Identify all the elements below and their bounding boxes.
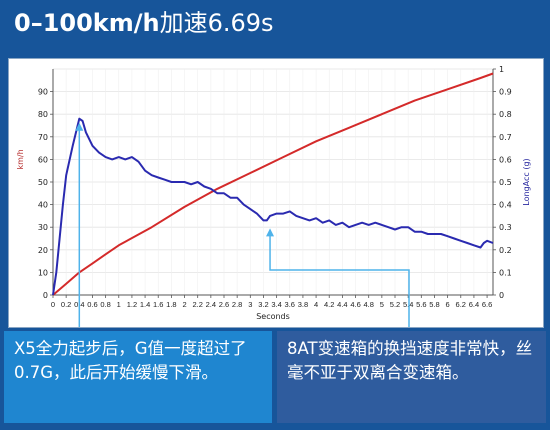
x-tick-label: 1.8 (166, 300, 176, 309)
x-tick-label: 2 (182, 300, 186, 309)
x-tick-label: 3 (248, 300, 252, 309)
right-tick-label: 0.6 (499, 155, 512, 164)
right-tick-label: 0.1 (499, 268, 512, 277)
right-axis-title: LongAcc (g) (522, 158, 531, 205)
right-tick-label: 0.4 (499, 201, 512, 210)
left-annotation-text: X5全力起步后，G值一度超过了0.7G，此后开始缓慢下滑。 (14, 339, 247, 382)
speed-series-line (52, 72, 494, 296)
right-callout-line (269, 230, 410, 327)
right-tick-label: 0.2 (499, 246, 512, 255)
right-tick-label: 0.9 (499, 88, 512, 97)
left-tick-label: 40 (38, 201, 48, 210)
x-tick-label: 6.2 (456, 300, 466, 309)
x-tick-label: 1.2 (127, 300, 137, 309)
x-tick-label: 3.6 (285, 300, 295, 309)
x-tick-label: 5.2 (390, 300, 400, 309)
x-tick-label: 5.8 (429, 300, 439, 309)
left-tick-label: 70 (38, 133, 48, 142)
right-tick-label: 1 (499, 65, 504, 74)
left-tick-label: 50 (38, 178, 48, 187)
x-tick-label: 0 (51, 300, 55, 309)
left-tick-label: 0 (43, 291, 48, 300)
title-metric: 0–100km/h (14, 9, 160, 37)
longacc-series-line (52, 117, 494, 296)
x-tick-label: 1.6 (153, 300, 163, 309)
x-tick-label: 4 (314, 300, 318, 309)
x-tick-label: 0.2 (61, 300, 71, 309)
left-tick-label: 10 (38, 268, 48, 277)
x-tick-label: 0.8 (100, 300, 110, 309)
x-tick-label: 4.6 (350, 300, 360, 309)
x-tick-label: 6.4 (469, 300, 479, 309)
right-annotation-box: 8AT变速箱的换挡速度非常快，丝毫不亚于双离合变速箱。 (277, 331, 546, 423)
acceleration-chart: 010203040506070809000.10.20.30.40.50.60.… (16, 65, 531, 327)
x-tick-label: 4.2 (324, 300, 334, 309)
page-title: 0–100km/h加速6.69s (14, 6, 274, 40)
x-tick-label: 3.2 (258, 300, 268, 309)
x-tick-label: 2.4 (206, 300, 216, 309)
right-tick-label: 0 (499, 291, 504, 300)
title-suffix: 加速6.69s (159, 9, 274, 37)
left-tick-label: 30 (38, 223, 48, 232)
x-tick-label: 1.4 (140, 300, 150, 309)
x-tick-label: 2.6 (219, 300, 229, 309)
left-callout-arrow (75, 122, 84, 131)
right-tick-label: 0.5 (499, 178, 512, 187)
chart-panel: 0 10 20 30 40 50 60 70 80 90 0 0.1 0.2 0.3 0.4 0.5 0.6 0.… (8, 58, 544, 328)
right-annotation-text: 8AT变速箱的换挡速度非常快，丝毫不亚于双离合变速箱。 (287, 339, 533, 382)
x-tick-label: 2.8 (232, 300, 242, 309)
left-tick-label: 80 (38, 110, 48, 119)
x-tick-label: 4.4 (337, 300, 347, 309)
left-tick-label: 90 (38, 88, 48, 97)
x-tick-label: 5 (380, 300, 384, 309)
left-tick-label: 20 (38, 246, 48, 255)
x-tick-label: 1 (117, 300, 121, 309)
x-tick-label: 4.8 (363, 300, 373, 309)
x-axis-title: Seconds (256, 312, 290, 321)
x-tick-label: 6 (446, 300, 450, 309)
left-annotation-box: X5全力起步后，G值一度超过了0.7G，此后开始缓慢下滑。 (4, 331, 272, 423)
right-callout-arrow (266, 228, 275, 237)
right-tick-label: 0.3 (499, 223, 512, 232)
x-tick-label: 5.4 (403, 300, 413, 309)
left-axis-title: km/h (16, 149, 25, 169)
x-tick-label: 5.6 (416, 300, 426, 309)
right-tick-label: 0.8 (499, 110, 512, 119)
x-tick-label: 6.6 (482, 300, 492, 309)
right-tick-label: 0.7 (499, 133, 512, 142)
x-tick-label: 2.2 (192, 300, 202, 309)
x-tick-label: 0.6 (87, 300, 97, 309)
header-bar: 0–100km/h加速6.69s (0, 0, 550, 50)
x-tick-label: 3.8 (298, 300, 308, 309)
left-tick-label: 60 (38, 155, 48, 164)
x-tick-label: 3.4 (271, 300, 281, 309)
